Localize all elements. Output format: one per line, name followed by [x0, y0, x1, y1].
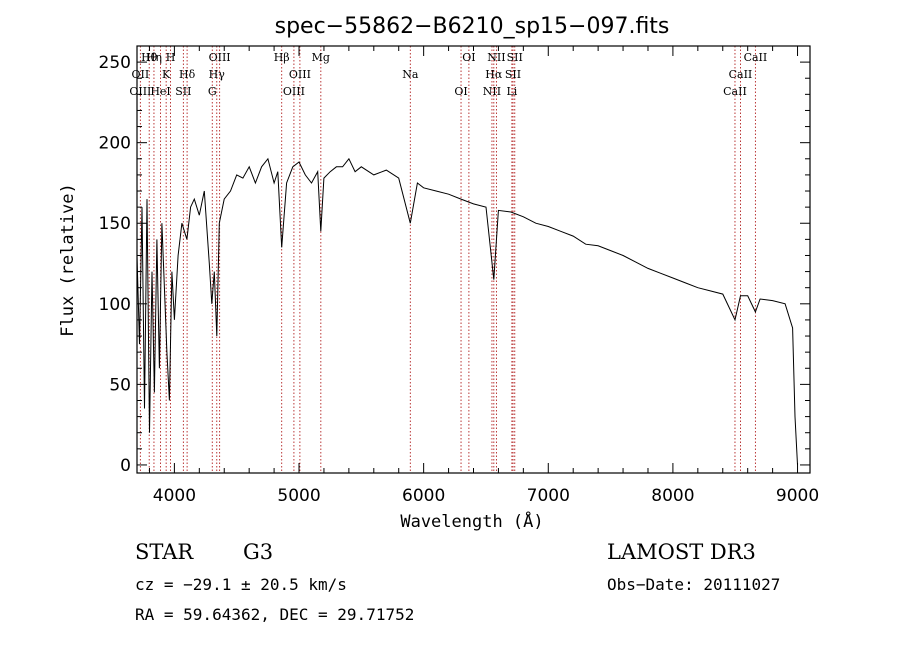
redshift-readout: cz = −29.1 ± 20.5 km/s	[135, 575, 347, 594]
obs-date: Obs−Date: 20111027	[607, 575, 780, 594]
x-tick-label: 7000	[527, 486, 570, 506]
spectral-line-label: NII	[483, 85, 501, 98]
x-axis-label: Wavelength (Å)	[400, 510, 543, 532]
spectral-line-label: G	[208, 85, 217, 98]
y-tick-label: 50	[109, 375, 131, 395]
x-tick-label: 8000	[651, 486, 694, 506]
spectral-line-markers	[139, 46, 756, 473]
x-tick-label: 6000	[402, 486, 445, 506]
spectral-line-label: Hγ	[209, 68, 226, 81]
survey-name: LAMOST DR3	[607, 540, 756, 564]
spectral-line-label: CaII	[723, 85, 747, 98]
spectral-line-label: CaII	[744, 51, 768, 64]
y-tick-label: 150	[99, 214, 131, 234]
x-tick-label: 4000	[153, 486, 196, 506]
y-tick-label: 250	[99, 53, 131, 73]
spectral-line-label: Na	[402, 68, 419, 81]
spectral-line-label: NII	[487, 51, 505, 64]
spectral-line-label: SII	[507, 51, 523, 64]
spectrum-series-line	[136, 157, 798, 465]
y-tick-label: 200	[99, 134, 131, 154]
y-tick-label: 100	[99, 295, 131, 315]
spectral-line-label: OII	[132, 68, 150, 81]
spectral-line-label: Li	[506, 85, 517, 98]
spectral-line-label: H	[166, 51, 176, 64]
spectral-line-label: OIII	[283, 85, 305, 98]
chart-title: spec−55862−B6210_sp15−097.fits	[275, 14, 670, 39]
spectral-line-label: Hβ	[274, 51, 290, 64]
y-axis: 0 50 100 150 200 250	[99, 53, 810, 476]
y-axis-label: Flux (relative)	[58, 183, 78, 337]
spectral-line-label: Hθ	[141, 51, 158, 64]
spectral-line-label: CaII	[729, 68, 753, 81]
plot-frame	[136, 45, 811, 474]
spectral-line-label: Hα	[485, 68, 503, 81]
spectral-line-label: OIII	[209, 51, 231, 64]
spectral-line-label: SII	[175, 85, 191, 98]
spectral-line-label: SII	[505, 68, 521, 81]
x-tick-label: 5000	[277, 486, 320, 506]
spectral-line-label: Mg	[312, 51, 330, 64]
spectral-line-label: OIII	[289, 68, 311, 81]
x-tick-label: 9000	[776, 486, 819, 506]
spectral-line-label: K	[162, 68, 171, 81]
spectral-line-label: Hη	[146, 51, 162, 64]
y-tick-label: 0	[120, 456, 131, 476]
spectral-line-label: OI	[454, 85, 467, 98]
spectral-line-label: HeI	[150, 85, 170, 98]
spectral-line-label: OI	[462, 51, 475, 64]
spectral-line-labels: HθOIIOIIIHηKHeIHHδSIIOIIIHγGHβOIIIOIIIMg…	[129, 51, 767, 98]
coordinates: RA = 59.64362, DEC = 29.71752	[135, 605, 414, 624]
object-subclass: G3	[243, 540, 273, 564]
object-class: STAR	[135, 540, 194, 564]
x-axis: 4000 5000 6000 7000 8000 9000	[148, 46, 819, 506]
spectral-line-label: OIII	[129, 85, 151, 98]
spectral-line-label: Hδ	[179, 68, 196, 81]
